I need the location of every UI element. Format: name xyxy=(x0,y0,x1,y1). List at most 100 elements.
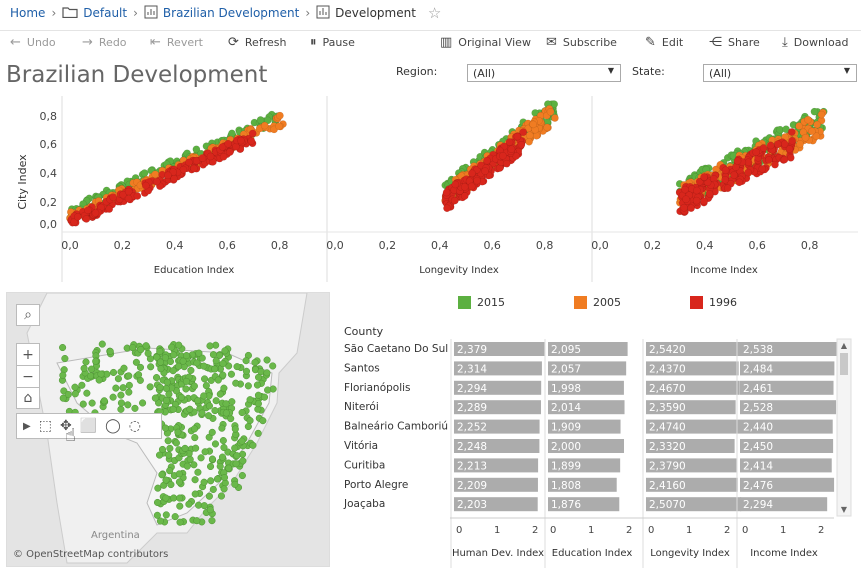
map-point[interactable] xyxy=(194,468,202,476)
map-point[interactable] xyxy=(211,365,219,373)
map-point[interactable] xyxy=(153,498,162,507)
bar-mark[interactable] xyxy=(740,477,835,492)
map-view[interactable]: Argentina ⌕ + − ⌂ ▶ ⬚ ✥ ⬜ ◯ ◌ ☝ © OpenSt… xyxy=(6,292,330,567)
map-point[interactable] xyxy=(263,356,271,364)
map-point[interactable] xyxy=(171,513,179,521)
breadcrumb-project[interactable]: Default xyxy=(83,6,128,20)
map-point[interactable] xyxy=(131,404,139,412)
bar-mark[interactable] xyxy=(548,380,624,395)
map-point[interactable] xyxy=(217,492,225,500)
map-point[interactable] xyxy=(163,378,171,386)
map-point[interactable] xyxy=(231,425,239,433)
map-point[interactable] xyxy=(190,425,199,433)
map-point[interactable] xyxy=(78,381,86,389)
map-point[interactable] xyxy=(182,385,190,393)
map-point[interactable] xyxy=(166,444,174,452)
map-point[interactable] xyxy=(169,367,177,375)
map-point[interactable] xyxy=(132,358,140,366)
map-point[interactable] xyxy=(162,476,170,484)
map-point[interactable] xyxy=(125,388,133,396)
map-point[interactable] xyxy=(222,409,230,417)
redo-button[interactable]: → Redo xyxy=(82,35,127,50)
map-point[interactable] xyxy=(158,445,167,454)
bar-mark[interactable] xyxy=(740,419,833,434)
map-point[interactable] xyxy=(211,440,219,448)
map-point[interactable] xyxy=(207,477,215,485)
map-point[interactable] xyxy=(206,342,214,350)
bar-mark[interactable] xyxy=(548,361,627,376)
map-point[interactable] xyxy=(249,441,257,449)
map-point[interactable] xyxy=(139,399,147,407)
map-point[interactable] xyxy=(211,407,219,415)
bar-mark[interactable] xyxy=(646,439,735,453)
map-point[interactable] xyxy=(175,341,183,349)
map-point[interactable] xyxy=(156,517,164,525)
map-point[interactable] xyxy=(208,428,216,436)
map-point[interactable] xyxy=(137,346,145,354)
map-point[interactable] xyxy=(216,390,224,398)
bar-mark[interactable] xyxy=(548,342,628,356)
county-name[interactable]: Niterói xyxy=(344,401,379,413)
map-point[interactable] xyxy=(174,428,182,436)
scrollbar-thumb[interactable] xyxy=(840,353,848,375)
map-point[interactable] xyxy=(109,368,118,376)
map-point[interactable] xyxy=(185,500,193,508)
map-point[interactable] xyxy=(167,481,175,489)
map-point[interactable] xyxy=(125,381,133,389)
bar-mark[interactable] xyxy=(646,477,738,492)
map-point[interactable] xyxy=(117,405,125,413)
map-point[interactable] xyxy=(201,448,209,456)
map-point[interactable] xyxy=(187,366,195,374)
map-point[interactable] xyxy=(218,453,227,461)
bar-mark[interactable] xyxy=(740,380,834,395)
map-point[interactable] xyxy=(209,485,217,493)
expand-arrow-icon[interactable]: ▶ xyxy=(23,420,31,432)
map-point[interactable] xyxy=(170,494,178,502)
map-point[interactable] xyxy=(142,342,150,350)
county-name[interactable]: Porto Alegre xyxy=(344,479,408,491)
map-point[interactable] xyxy=(162,511,170,519)
map-point[interactable] xyxy=(129,344,137,352)
map-point[interactable] xyxy=(112,384,120,392)
map-point[interactable] xyxy=(227,415,235,423)
table-scrollbar[interactable] xyxy=(836,338,852,517)
revert-button[interactable]: ⇤ Revert xyxy=(150,35,203,50)
map-point[interactable] xyxy=(244,382,252,390)
map-point[interactable] xyxy=(239,457,247,465)
map-point[interactable] xyxy=(220,473,229,482)
map-point[interactable] xyxy=(97,370,105,378)
bar-mark[interactable] xyxy=(740,497,828,512)
breadcrumb-workbook[interactable]: Brazilian Development xyxy=(162,6,300,20)
subscribe-button[interactable]: ✉ Subscribe xyxy=(546,35,617,50)
map-point[interactable] xyxy=(238,408,246,417)
map-point[interactable] xyxy=(205,412,213,420)
map-point[interactable] xyxy=(117,391,125,399)
map-point[interactable] xyxy=(88,399,96,407)
map-point[interactable] xyxy=(257,368,265,376)
bar-mark[interactable] xyxy=(454,458,539,473)
map-point[interactable] xyxy=(222,400,230,408)
scroll-up-icon[interactable]: ▲ xyxy=(841,341,848,350)
map-point[interactable] xyxy=(161,354,169,362)
map-point[interactable] xyxy=(182,377,190,385)
map-point[interactable] xyxy=(218,424,226,432)
map-point[interactable] xyxy=(233,363,241,371)
map-point[interactable] xyxy=(82,358,90,366)
map-point[interactable] xyxy=(253,381,261,389)
map-point[interactable] xyxy=(264,386,272,394)
map-point[interactable] xyxy=(83,389,91,397)
favorite-star-icon[interactable]: ☆ xyxy=(427,4,442,22)
bar-mark[interactable] xyxy=(740,458,832,473)
map-point[interactable] xyxy=(114,375,122,383)
map-point[interactable] xyxy=(106,347,114,355)
map-point[interactable] xyxy=(254,400,262,408)
county-name[interactable]: Balneário Camboriú xyxy=(344,421,448,433)
map-point[interactable] xyxy=(154,484,162,492)
map-point[interactable] xyxy=(227,370,235,378)
county-name[interactable]: Curitiba xyxy=(344,459,385,471)
legend-item-2015[interactable]: 2015 xyxy=(458,296,505,309)
map-point[interactable] xyxy=(156,347,164,355)
map-point[interactable] xyxy=(151,394,159,402)
map-point[interactable] xyxy=(220,384,228,392)
map-point[interactable] xyxy=(176,494,184,502)
